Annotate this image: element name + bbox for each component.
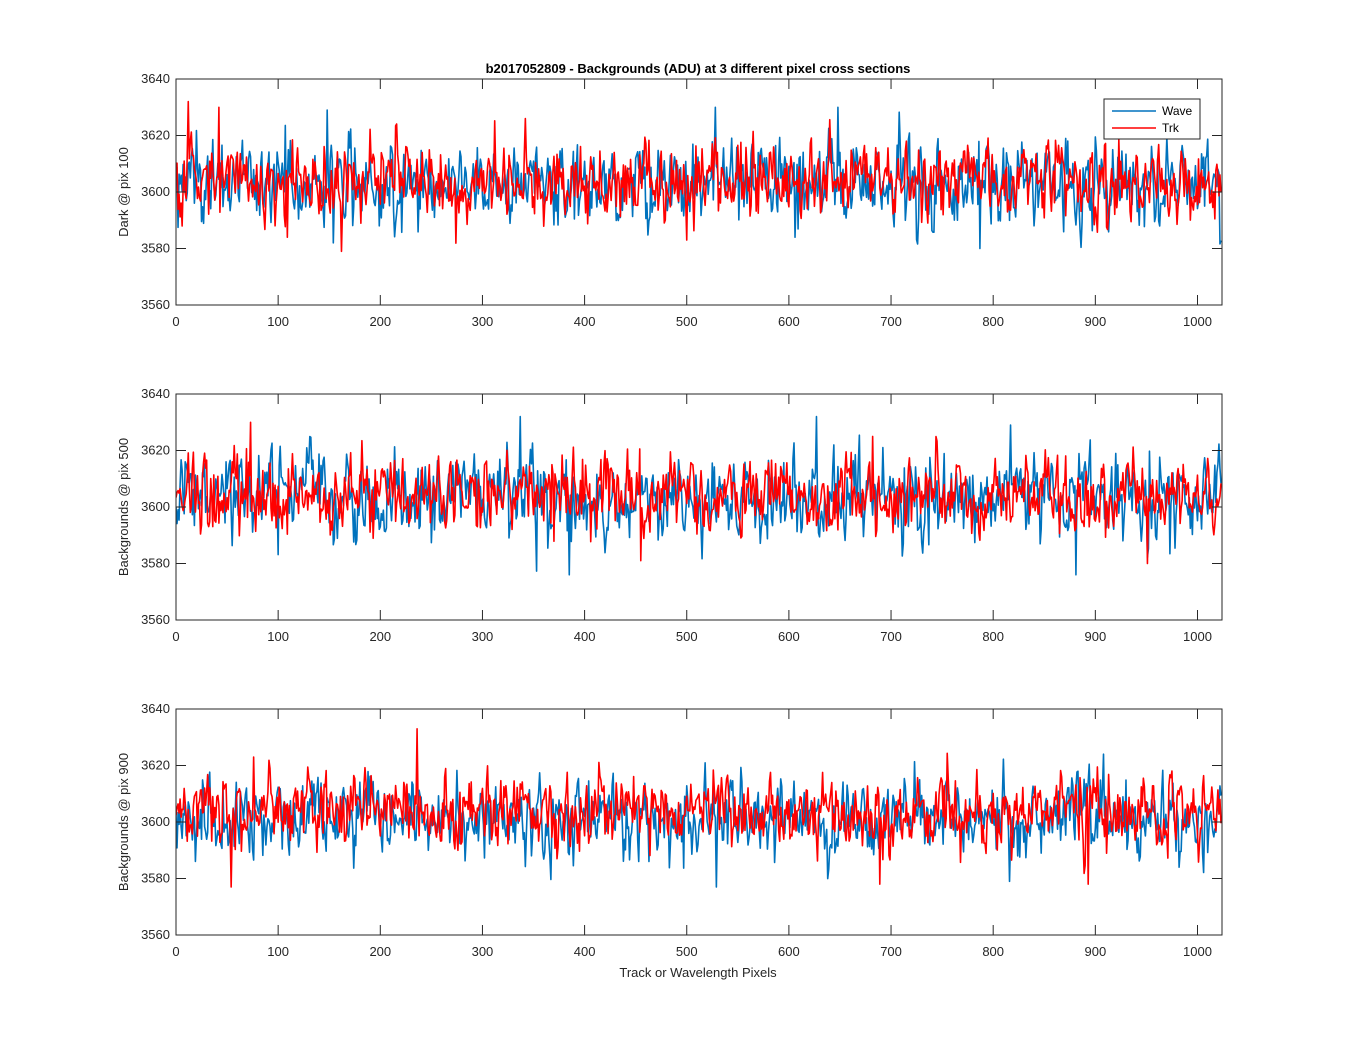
y-tick-label: 3560	[141, 927, 170, 942]
x-axis-label: Track or Wavelength Pixels	[619, 965, 777, 980]
y-axis-label: Backgrounds @ pix 500	[116, 438, 131, 576]
x-tick-label: 900	[1084, 944, 1106, 959]
series-line-wave	[176, 415, 1222, 576]
y-tick-label: 3560	[141, 612, 170, 627]
y-tick-label: 3640	[141, 386, 170, 401]
x-tick-label: 800	[982, 944, 1004, 959]
x-tick-label: 200	[369, 944, 391, 959]
x-tick-label: 100	[267, 944, 289, 959]
x-tick-label: 200	[369, 314, 391, 329]
x-tick-label: 1000	[1183, 944, 1212, 959]
series-line-wave	[176, 753, 1222, 888]
x-tick-label: 0	[172, 944, 179, 959]
series-line-trk	[176, 421, 1222, 565]
y-axis-label: Dark @ pix 100	[116, 147, 131, 237]
x-tick-label: 900	[1084, 314, 1106, 329]
subplot-1: 0 100 200 300 400 500 600 700 800 900 1000 3560 3580…	[116, 71, 1223, 329]
series-line-trk	[176, 100, 1222, 253]
x-tick-label: 0	[172, 629, 179, 644]
y-tick-label: 3640	[141, 701, 170, 716]
x-tick-label: 400	[574, 314, 596, 329]
x-tick-label: 200	[369, 629, 391, 644]
y-tick-label: 3600	[141, 814, 170, 829]
x-tick-label: 600	[778, 944, 800, 959]
x-tick-label: 700	[880, 314, 902, 329]
x-tick-label: 100	[267, 314, 289, 329]
series-line-trk	[176, 727, 1222, 888]
x-tick-label: 100	[267, 629, 289, 644]
figure-title: b2017052809 - Backgrounds (ADU) at 3 dif…	[486, 61, 911, 76]
y-tick-label: 3620	[141, 128, 170, 143]
x-tick-label: 800	[982, 629, 1004, 644]
x-tick-label: 600	[778, 314, 800, 329]
y-tick-label: 3580	[141, 556, 170, 571]
y-tick-label: 3620	[141, 443, 170, 458]
legend-box	[1103, 98, 1201, 140]
x-tick-label: 300	[472, 314, 494, 329]
y-tick-label: 3580	[141, 871, 170, 886]
x-tick-label: 400	[574, 944, 596, 959]
legend-label-trk: Trk	[1162, 121, 1180, 135]
x-tick-label: 0	[172, 314, 179, 329]
x-tick-label: 1000	[1183, 629, 1212, 644]
y-tick-label: 3580	[141, 241, 170, 256]
x-tick-label: 800	[982, 314, 1004, 329]
y-tick-label: 3600	[141, 499, 170, 514]
x-tick-label: 700	[880, 629, 902, 644]
y-axis-label: Backgrounds @ pix 900	[116, 753, 131, 891]
y-tick-label: 3640	[141, 71, 170, 86]
x-tick-label: 400	[574, 629, 596, 644]
x-tick-label: 600	[778, 629, 800, 644]
x-tick-label: 1000	[1183, 314, 1212, 329]
x-tick-label: 500	[676, 629, 698, 644]
legend-label-wave: Wave	[1162, 104, 1193, 118]
x-tick-label: 900	[1084, 629, 1106, 644]
y-tick-label: 3560	[141, 297, 170, 312]
x-tick-label: 500	[676, 314, 698, 329]
x-tick-label: 300	[472, 629, 494, 644]
subplot-3: 0 100 200 300 400 500 600 700 800 900 1000 3560 3580…	[116, 701, 1223, 959]
subplot-2: 0 100 200 300 400 500 600 700 800 900 1000 3560 3580…	[116, 386, 1223, 644]
x-tick-label: 500	[676, 944, 698, 959]
legend: Wave Trk	[1103, 98, 1201, 140]
x-tick-label: 300	[472, 944, 494, 959]
y-tick-label: 3620	[141, 758, 170, 773]
y-tick-label: 3600	[141, 184, 170, 199]
x-tick-label: 700	[880, 944, 902, 959]
